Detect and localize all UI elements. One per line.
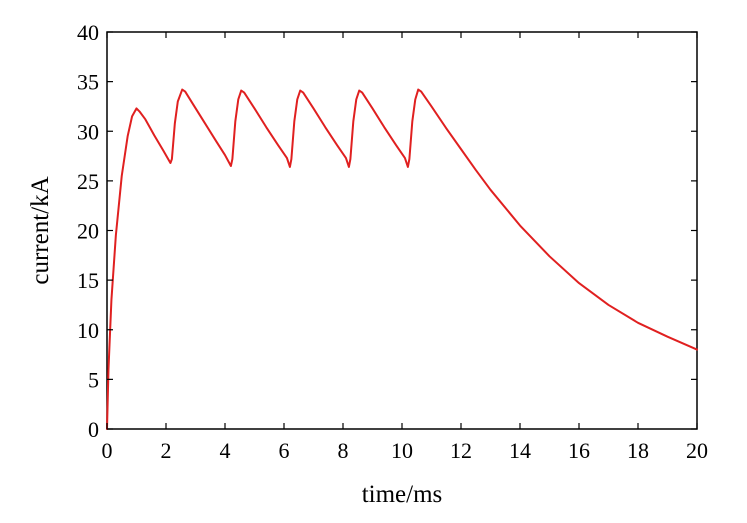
x-tick-label: 14 [509,438,531,463]
x-tick-label: 10 [391,438,413,463]
y-tick-label: 30 [77,119,99,144]
y-tick-label: 40 [77,20,99,45]
x-tick-label: 8 [338,438,349,463]
y-tick-label: 15 [77,268,99,293]
y-tick-label: 5 [88,367,99,392]
x-tick-label: 4 [220,438,231,463]
y-axis-label: current/kA [27,176,54,284]
x-tick-label: 12 [450,438,472,463]
plot-frame [106,31,698,430]
y-tick-label: 10 [77,318,99,343]
x-tick-label: 2 [161,438,172,463]
x-tick-label: 6 [279,438,290,463]
tick-marks [106,31,698,430]
x-tick-label: 16 [568,438,590,463]
x-tick-label: 20 [686,438,708,463]
y-tick-label: 20 [77,219,99,244]
y-tick-label: 25 [77,169,99,194]
y-tick-label: 0 [88,417,99,442]
plot-area [106,31,698,430]
x-tick-label: 0 [102,438,113,463]
x-axis-label: time/ms [362,481,443,508]
y-tick-label: 35 [77,70,99,95]
x-tick-label: 18 [627,438,649,463]
series-line [106,88,698,430]
tick-labels: 0 2 4 6 8 10 12 14 16 18 20 0 5 10 15 20 25 30 35 40 [77,20,708,463]
